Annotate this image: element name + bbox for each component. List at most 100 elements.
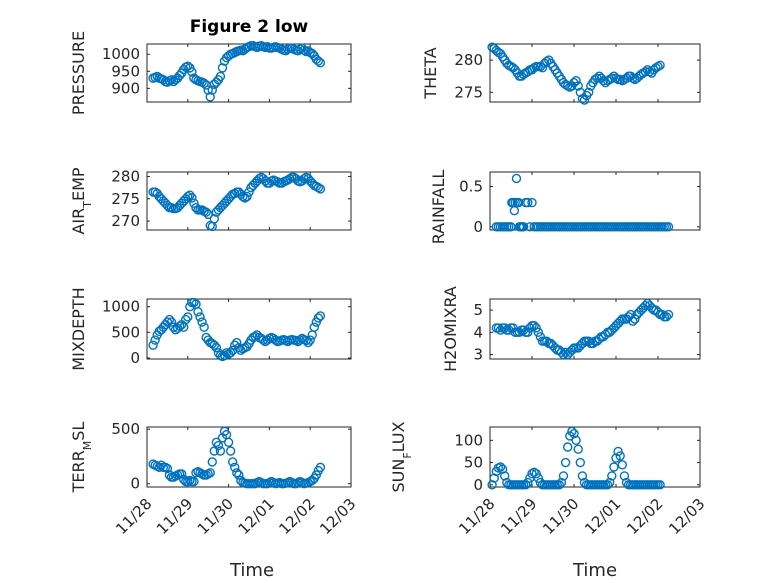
y-tick-label: 0 <box>130 349 140 367</box>
data-point <box>315 184 326 194</box>
x-tick-label: 12/02 <box>623 495 666 538</box>
y-tick-label: 0 <box>473 218 483 236</box>
y-axis-label: THETA <box>421 47 440 99</box>
data-point <box>232 337 242 348</box>
data-point <box>554 480 564 490</box>
data-point <box>148 340 158 350</box>
data-point <box>640 67 651 77</box>
subplot-theta: THETA 275 280 <box>421 42 701 105</box>
data-point <box>227 457 238 467</box>
data-point <box>628 316 638 326</box>
series-markers <box>487 426 665 490</box>
data-point <box>531 323 541 333</box>
data-point <box>203 209 213 220</box>
data-point <box>164 314 175 325</box>
data-point <box>309 322 319 332</box>
data-point <box>209 340 220 350</box>
x-axis-label: Time <box>229 560 274 581</box>
x-tick-label: 11/30 <box>539 495 582 538</box>
data-point <box>567 426 577 437</box>
data-point <box>215 71 226 82</box>
series-markers <box>148 426 326 489</box>
data-point <box>174 321 185 331</box>
data-point <box>605 477 615 488</box>
y-axis-label: TERRMSL <box>69 422 94 494</box>
data-point <box>577 471 588 481</box>
data-point <box>215 446 226 456</box>
y-tick-label: 4 <box>473 323 483 341</box>
data-point <box>197 317 207 327</box>
data-point <box>189 476 199 487</box>
data-point <box>558 471 569 481</box>
data-point <box>254 173 264 184</box>
data-point <box>201 207 211 217</box>
y-tick-label: 500 <box>111 323 140 341</box>
data-point <box>575 457 585 468</box>
y-tick-label: 0.5 <box>459 178 483 196</box>
data-point <box>207 85 217 95</box>
data-point <box>571 435 581 446</box>
y-tick-label: 280 <box>111 167 140 185</box>
y-tick-label: 1000 <box>102 45 140 63</box>
data-point <box>162 463 173 474</box>
data-point <box>558 349 569 360</box>
data-point <box>537 63 548 73</box>
data-point <box>313 56 324 66</box>
data-point <box>617 460 627 470</box>
data-point <box>225 446 236 456</box>
series-markers <box>148 41 326 102</box>
data-point <box>493 323 504 333</box>
data-point <box>487 480 497 490</box>
data-point <box>230 188 240 199</box>
data-point <box>150 335 160 345</box>
data-point <box>299 173 309 184</box>
data-point <box>598 76 609 86</box>
data-point <box>313 313 324 323</box>
data-point <box>183 191 193 202</box>
x-tick-label: 11/30 <box>194 495 237 538</box>
data-point <box>315 58 326 68</box>
data-point <box>615 74 625 85</box>
x-tick-label: 12/03 <box>316 495 359 538</box>
y-tick-label: 0 <box>473 476 483 494</box>
data-point <box>513 197 524 208</box>
data-point <box>573 444 583 454</box>
y-axis-label: SUNFLUX <box>389 421 414 492</box>
data-point <box>238 191 248 202</box>
data-point <box>168 322 179 332</box>
data-point <box>655 480 665 490</box>
y-axis-label: AIRTEMP <box>69 167 94 234</box>
data-point <box>211 343 222 353</box>
data-point <box>523 327 533 338</box>
data-point <box>607 471 617 481</box>
x-tick-label: 11/29 <box>153 495 196 538</box>
chart-title: Figure 2 low <box>190 17 309 37</box>
y-tick-label: 900 <box>111 79 140 97</box>
data-point <box>628 73 638 83</box>
y-tick-label: 275 <box>454 83 483 101</box>
data-point <box>193 307 203 317</box>
subplot-terr-msl: TERRMSL Time 050011/2811/2911/3012/0112/… <box>69 420 359 581</box>
data-point <box>223 437 234 447</box>
data-point <box>313 182 324 193</box>
data-point <box>250 331 260 342</box>
data-point <box>242 191 252 202</box>
data-point <box>653 61 663 72</box>
data-point <box>162 317 173 327</box>
data-point <box>166 317 177 327</box>
data-point <box>655 60 665 70</box>
data-point <box>181 314 191 325</box>
y-tick-label: 50 <box>464 454 483 472</box>
data-point <box>573 81 583 91</box>
data-point <box>213 440 224 451</box>
data-point <box>497 464 508 474</box>
data-point <box>533 327 543 338</box>
data-point <box>176 469 187 479</box>
data-point <box>305 335 315 345</box>
y-tick-label: 100 <box>454 431 483 449</box>
x-tick-label: 12/02 <box>275 495 318 538</box>
data-point <box>518 222 529 232</box>
data-point <box>592 73 602 83</box>
data-point <box>189 297 199 308</box>
